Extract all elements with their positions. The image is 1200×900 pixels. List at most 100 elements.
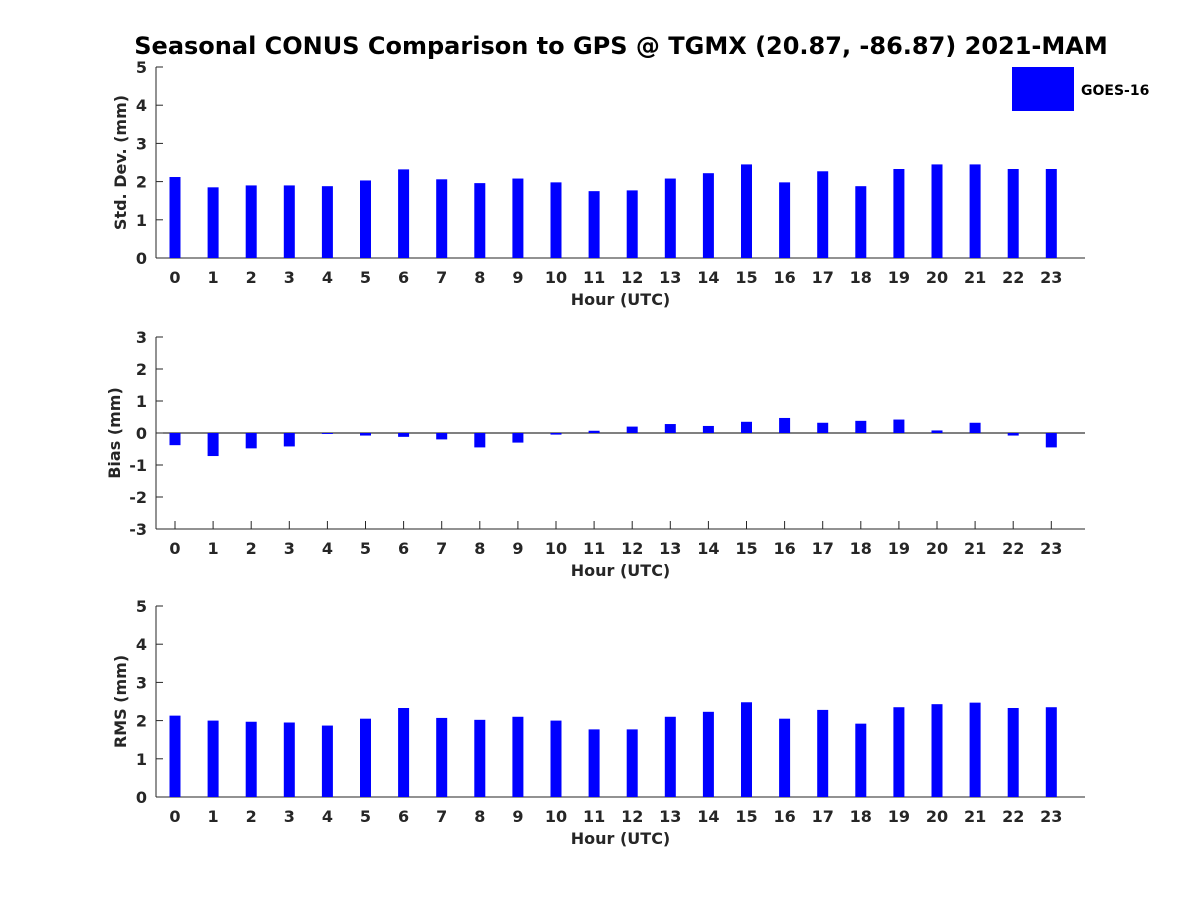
x-tick-label: 20 xyxy=(926,539,948,558)
x-tick-label: 21 xyxy=(964,268,986,287)
bar-rms-hour-23 xyxy=(1045,707,1057,797)
y-tick-label: 5 xyxy=(136,597,147,616)
x-tick-label: 6 xyxy=(398,268,409,287)
x-tick-label: 23 xyxy=(1040,807,1062,826)
bar-bias-hour-13 xyxy=(664,424,676,433)
bar-rms-hour-3 xyxy=(283,722,295,797)
x-tick-label: 14 xyxy=(697,268,719,287)
x-tick-label: 22 xyxy=(1002,539,1024,558)
x-tick-label: 17 xyxy=(812,807,834,826)
x-tick-label: 6 xyxy=(398,807,409,826)
x-tick-label: 18 xyxy=(850,268,872,287)
y-tick-label: 3 xyxy=(136,328,147,347)
bar-rms-hour-12 xyxy=(626,729,638,797)
bar-bias-hour-4 xyxy=(321,433,333,434)
bar-std-dev-hour-18 xyxy=(855,186,867,258)
x-tick-label: 10 xyxy=(545,807,567,826)
bar-rms-hour-10 xyxy=(550,720,562,797)
bar-rms-hour-20 xyxy=(931,704,943,797)
bar-bias-hour-6 xyxy=(398,433,410,437)
bar-bias-hour-22 xyxy=(1007,433,1019,436)
y-tick-label: -3 xyxy=(129,520,147,539)
x-tick-label: 16 xyxy=(773,539,795,558)
bar-std-dev-hour-4 xyxy=(321,186,333,258)
x-tick-label: 19 xyxy=(888,268,910,287)
bar-bias-hour-19 xyxy=(893,419,905,433)
bar-bias-hour-7 xyxy=(436,433,448,440)
bar-bias-hour-10 xyxy=(550,433,562,435)
bar-std-dev-hour-0 xyxy=(169,177,181,258)
x-tick-label: 2 xyxy=(246,539,257,558)
x-tick-label: 4 xyxy=(322,539,333,558)
x-tick-label: 12 xyxy=(621,539,643,558)
bar-rms-hour-8 xyxy=(474,719,486,797)
x-axis-label: Hour (UTC) xyxy=(571,290,671,309)
bar-rms-hour-22 xyxy=(1007,707,1019,797)
bar-std-dev-hour-10 xyxy=(550,182,562,258)
x-tick-label: 15 xyxy=(735,807,757,826)
x-tick-label: 23 xyxy=(1040,539,1062,558)
y-tick-label: 1 xyxy=(136,211,147,230)
x-tick-label: 9 xyxy=(512,268,523,287)
bar-rms-hour-6 xyxy=(398,707,410,797)
bar-std-dev-hour-12 xyxy=(626,190,638,258)
x-tick-label: 3 xyxy=(284,268,295,287)
x-tick-label: 8 xyxy=(474,539,485,558)
x-tick-label: 22 xyxy=(1002,268,1024,287)
bar-rms-hour-9 xyxy=(512,716,524,797)
bar-std-dev-hour-16 xyxy=(779,182,791,258)
bar-std-dev-hour-9 xyxy=(512,178,524,258)
bar-std-dev-hour-17 xyxy=(817,171,829,258)
bar-rms-hour-7 xyxy=(436,717,448,797)
x-tick-label: 10 xyxy=(545,268,567,287)
bar-std-dev-hour-1 xyxy=(207,187,219,258)
y-tick-label: -2 xyxy=(129,488,147,507)
bar-std-dev-hour-11 xyxy=(588,191,600,258)
x-tick-label: 6 xyxy=(398,539,409,558)
bar-rms-hour-4 xyxy=(321,725,333,797)
x-tick-label: 13 xyxy=(659,539,681,558)
x-tick-label: 2 xyxy=(246,807,257,826)
x-tick-label: 21 xyxy=(964,539,986,558)
x-tick-label: 18 xyxy=(850,539,872,558)
x-tick-label: 19 xyxy=(888,539,910,558)
bar-std-dev-hour-2 xyxy=(245,185,257,258)
x-tick-label: 7 xyxy=(436,539,447,558)
y-tick-label: 0 xyxy=(136,788,147,807)
bar-bias-hour-9 xyxy=(512,433,524,443)
y-tick-label: 0 xyxy=(136,249,147,268)
y-axis-label: Bias (mm) xyxy=(105,387,124,479)
x-tick-label: 11 xyxy=(583,539,605,558)
bar-std-dev-hour-23 xyxy=(1045,168,1057,258)
y-axis-label: Std. Dev. (mm) xyxy=(111,95,130,230)
x-tick-label: 22 xyxy=(1002,807,1024,826)
x-axis-label: Hour (UTC) xyxy=(571,561,671,580)
x-tick-label: 21 xyxy=(964,807,986,826)
bar-rms-hour-15 xyxy=(741,702,752,797)
bar-std-dev-hour-8 xyxy=(474,183,486,258)
bar-bias-hour-12 xyxy=(626,426,638,433)
x-tick-label: 11 xyxy=(583,807,605,826)
bar-std-dev-hour-19 xyxy=(893,168,905,258)
chart-title: Seasonal CONUS Comparison to GPS @ TGMX … xyxy=(134,32,1107,60)
bar-rms-hour-17 xyxy=(817,709,829,797)
x-tick-label: 3 xyxy=(284,807,295,826)
x-tick-label: 10 xyxy=(545,539,567,558)
y-tick-label: 2 xyxy=(136,173,147,192)
x-tick-label: 7 xyxy=(436,807,447,826)
x-tick-label: 4 xyxy=(322,807,333,826)
x-tick-label: 0 xyxy=(169,807,180,826)
bar-std-dev-hour-13 xyxy=(664,178,676,258)
x-tick-label: 13 xyxy=(659,268,681,287)
bar-rms-hour-11 xyxy=(588,729,600,797)
bar-std-dev-hour-6 xyxy=(398,169,410,258)
x-tick-label: 23 xyxy=(1040,268,1062,287)
legend-swatch xyxy=(1012,67,1074,111)
bar-std-dev-hour-20 xyxy=(931,164,943,258)
bar-bias-hour-11 xyxy=(588,430,600,433)
x-tick-label: 1 xyxy=(208,539,219,558)
y-tick-label: -1 xyxy=(129,456,147,475)
